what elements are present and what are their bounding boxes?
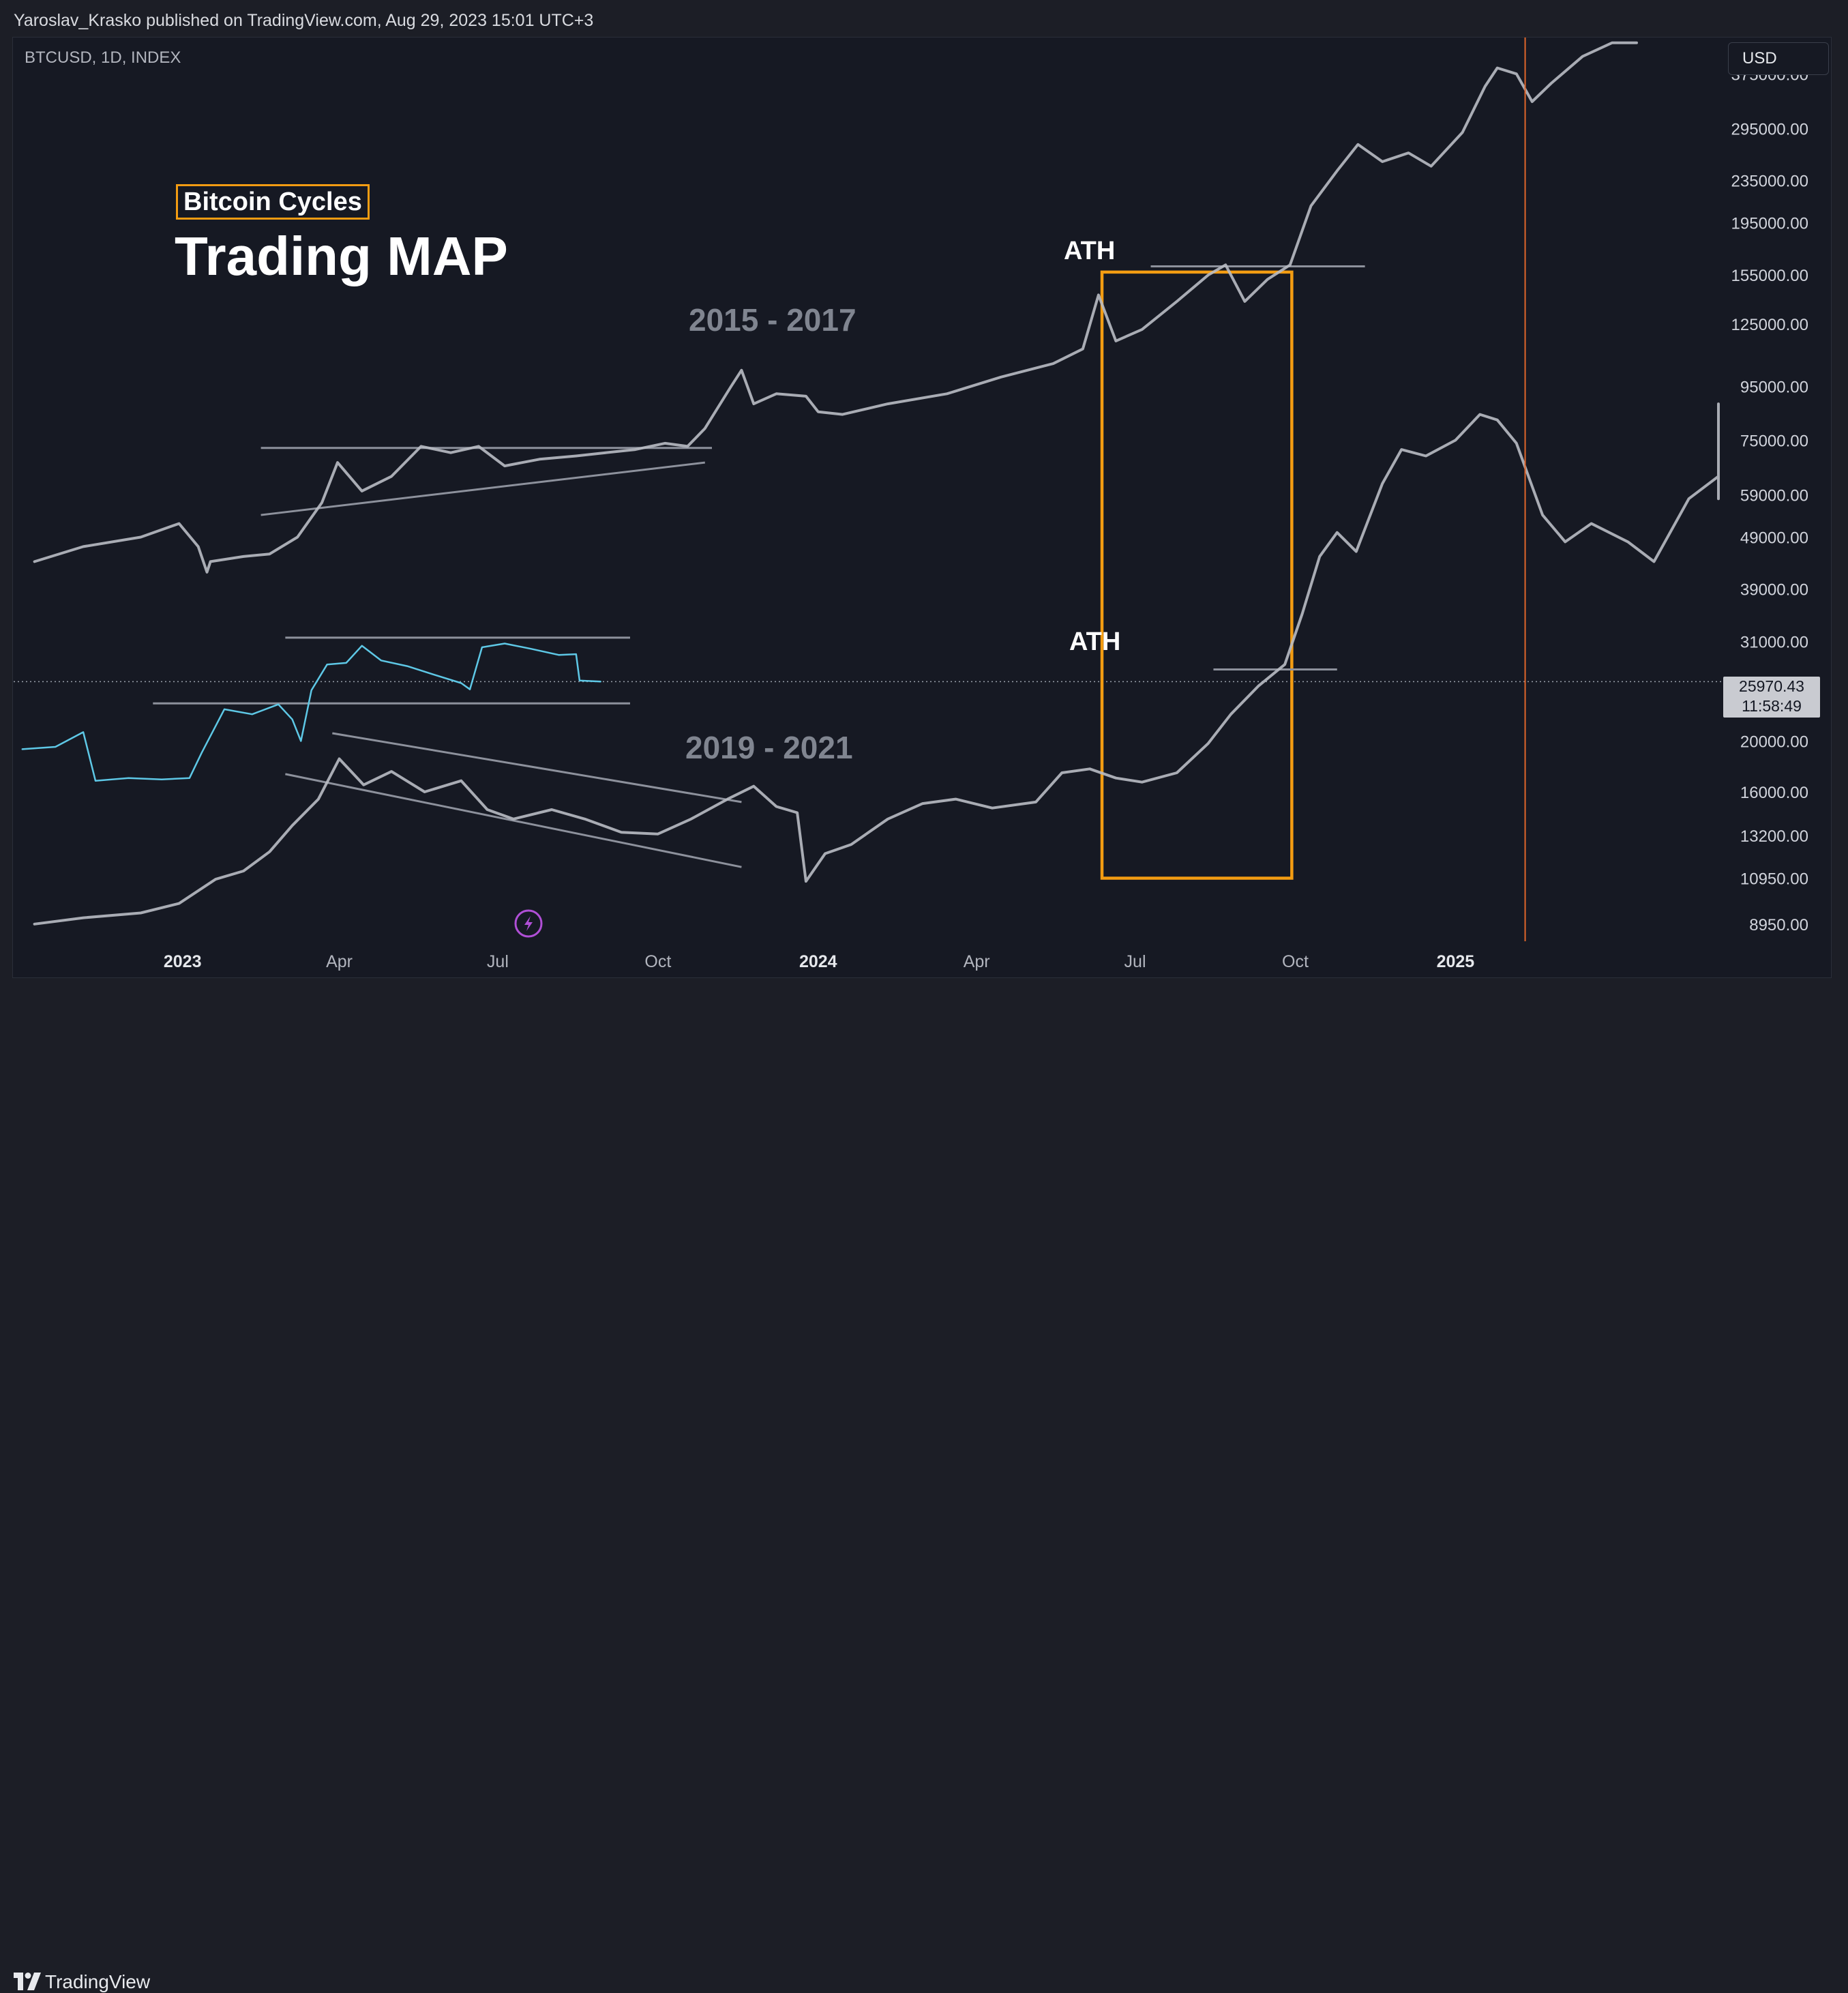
y-tick-label: 10950.00 <box>1740 870 1808 889</box>
y-tick-label: 295000.00 <box>1731 120 1808 138</box>
top-bar: Yaroslav_Krasko published on TradingView… <box>0 0 1848 37</box>
publisher-info: Yaroslav_Krasko published on TradingView… <box>14 11 594 30</box>
trading-map-title: Trading MAP <box>175 226 508 286</box>
y-tick-label: 49000.00 <box>1740 529 1808 547</box>
x-tick-label: Apr <box>326 952 353 971</box>
y-tick-label: 59000.00 <box>1740 487 1808 505</box>
y-tick-label: 31000.00 <box>1740 633 1808 651</box>
y-tick-label: 95000.00 <box>1740 379 1808 397</box>
x-tick-label: 2025 <box>1437 952 1475 971</box>
x-tick-label: Apr <box>964 952 990 971</box>
tradingview-brand-name: TradingView <box>45 1971 151 1992</box>
label-2015-2017: 2015 - 2017 <box>689 302 856 338</box>
x-tick-label: 2024 <box>799 952 837 971</box>
bitcoin-cycles-label: Bitcoin Cycles <box>176 184 370 220</box>
y-tick-label: 155000.00 <box>1731 267 1808 285</box>
ath-highlight-box <box>1100 270 1294 880</box>
guide-line <box>260 461 705 516</box>
footer-bar: TradingView <box>0 978 1848 1992</box>
lightning-icon[interactable] <box>514 909 543 938</box>
cycle-labels: 2015 - 2017 2019 - 2021 ATH ATH <box>685 237 1120 765</box>
guide-line <box>332 732 742 803</box>
current-price-tag: 25970.43 11:58:49 <box>1723 677 1820 718</box>
currency-selector[interactable]: USD <box>1728 42 1829 75</box>
chart-frame[interactable] <box>12 37 1832 978</box>
y-tick-label: 195000.00 <box>1731 215 1808 233</box>
y-tick-label: 13200.00 <box>1740 827 1808 846</box>
y-tick-label: 125000.00 <box>1731 316 1808 334</box>
x-tick-label: Jul <box>487 952 509 971</box>
y-tick-label: 20000.00 <box>1740 733 1808 752</box>
y-tick-label: 8950.00 <box>1749 916 1808 934</box>
guide-lines-layer <box>153 265 1365 868</box>
x-tick-label: 2023 <box>164 952 202 971</box>
y-tick-label: 39000.00 <box>1740 581 1808 600</box>
price-chart[interactable]: 375000.00295000.00235000.00195000.001550… <box>0 0 1848 1027</box>
axis-ticks-layer: 375000.00295000.00235000.00195000.001550… <box>164 65 1808 971</box>
current-price-value: 25970.43 <box>1739 677 1804 695</box>
guide-line <box>285 773 742 868</box>
series-2019-2021 <box>33 402 1720 926</box>
tradingview-logo-icon <box>14 1973 41 1990</box>
series-2015-2017 <box>33 41 1638 574</box>
bar-countdown: 11:58:49 <box>1742 697 1802 715</box>
y-tick-label: 235000.00 <box>1731 172 1808 190</box>
x-tick-label: Oct <box>644 952 671 971</box>
y-tick-label: 16000.00 <box>1740 784 1808 802</box>
y-tick-label: 75000.00 <box>1740 432 1808 450</box>
symbol-label[interactable]: BTCUSD, 1D, INDEX <box>25 48 181 67</box>
series-current-btc <box>21 643 601 782</box>
x-tick-label: Jul <box>1124 952 1146 971</box>
label-2019-2021: 2019 - 2021 <box>685 730 853 765</box>
ath-label-bottom: ATH <box>1069 628 1120 656</box>
x-tick-label: Oct <box>1282 952 1309 971</box>
highlight-box-layer <box>1100 270 1294 880</box>
ath-label-top: ATH <box>1064 237 1115 265</box>
series-layer <box>21 41 1720 926</box>
